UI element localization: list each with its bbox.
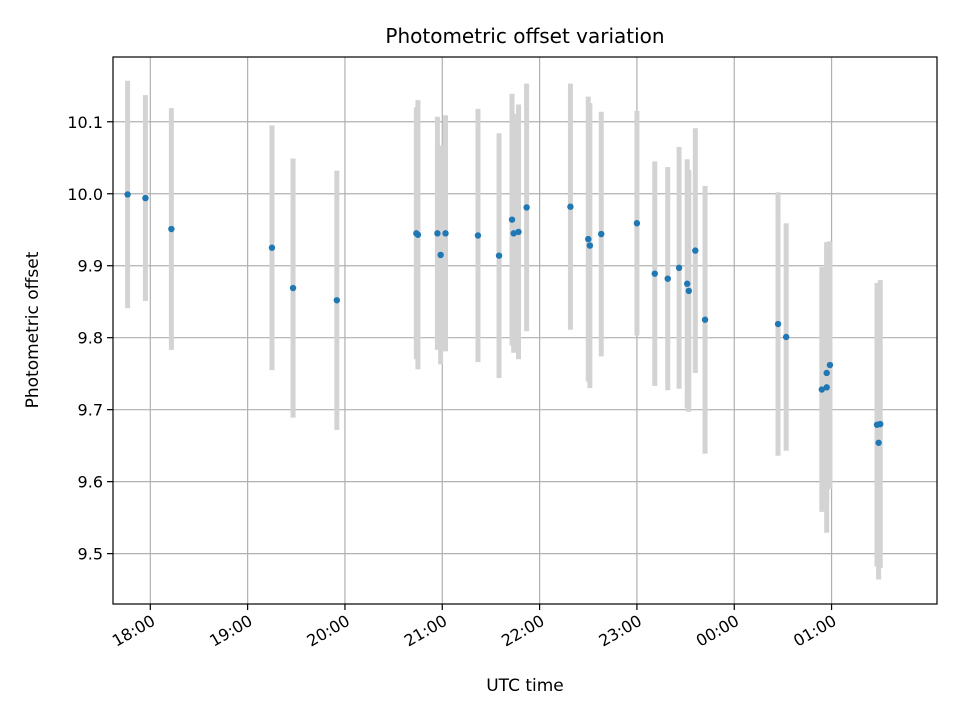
data-point [877, 420, 884, 428]
y-axis-label: Photometric offset [23, 251, 43, 408]
data-point [434, 230, 441, 237]
data-point [168, 225, 175, 233]
x-axis-label: UTC time [486, 676, 564, 696]
data-points [124, 191, 884, 446]
x-tick-label: 20:00 [304, 611, 353, 651]
y-tick-label: 9.7 [78, 401, 103, 420]
y-tick-label: 9.6 [78, 473, 103, 492]
y-tick-label: 10.0 [67, 185, 103, 204]
data-point [268, 244, 276, 251]
data-point [495, 252, 503, 259]
x-tick-label: 18:00 [109, 611, 158, 651]
data-point [510, 230, 517, 237]
data-point [692, 247, 699, 254]
data-point [782, 333, 790, 341]
x-tick-label: 01:00 [790, 611, 839, 651]
data-point [586, 242, 594, 249]
data-point [701, 316, 709, 323]
y-tick-label: 10.1 [67, 113, 103, 132]
data-point [437, 251, 444, 259]
x-tick-label: 19:00 [206, 611, 255, 651]
data-point [523, 204, 530, 211]
data-point [289, 284, 297, 292]
y-axis-ticks: 9.5 9.6 9.7 9.8 9.9 10.0 10.1 [67, 113, 113, 564]
data-point [664, 275, 671, 282]
y-tick-label: 9.9 [78, 257, 103, 276]
data-point [508, 216, 516, 223]
data-point [823, 384, 830, 391]
data-point [124, 191, 131, 198]
data-point [585, 235, 592, 243]
x-tick-label: 00:00 [693, 611, 742, 651]
data-point [142, 194, 149, 202]
x-tick-label: 22:00 [498, 611, 547, 651]
data-point [414, 231, 422, 238]
data-point [333, 297, 341, 304]
x-tick-label: 21:00 [401, 611, 450, 651]
data-point [818, 386, 826, 393]
data-point [442, 230, 449, 237]
y-tick-label: 9.5 [78, 545, 103, 564]
data-point [567, 203, 574, 210]
data-point [875, 439, 882, 446]
data-point [675, 264, 683, 272]
data-point [826, 361, 834, 369]
x-axis-ticks: 18:00 19:00 20:00 21:00 22:00 23:00 00:00 01:00 [109, 604, 840, 651]
plot-frame [112, 56, 938, 605]
error-bars [125, 80, 883, 580]
x-tick-label: 23:00 [595, 611, 644, 651]
chart-title: Photometric offset variation [385, 24, 664, 48]
data-point [774, 320, 782, 328]
y-tick-label: 9.8 [78, 329, 103, 348]
data-point [684, 280, 691, 287]
data-point [598, 230, 605, 238]
data-point [633, 220, 641, 227]
data-point [823, 369, 830, 377]
data-point [651, 270, 658, 277]
data-point [685, 287, 693, 295]
data-point [474, 232, 482, 239]
data-point [515, 228, 522, 236]
